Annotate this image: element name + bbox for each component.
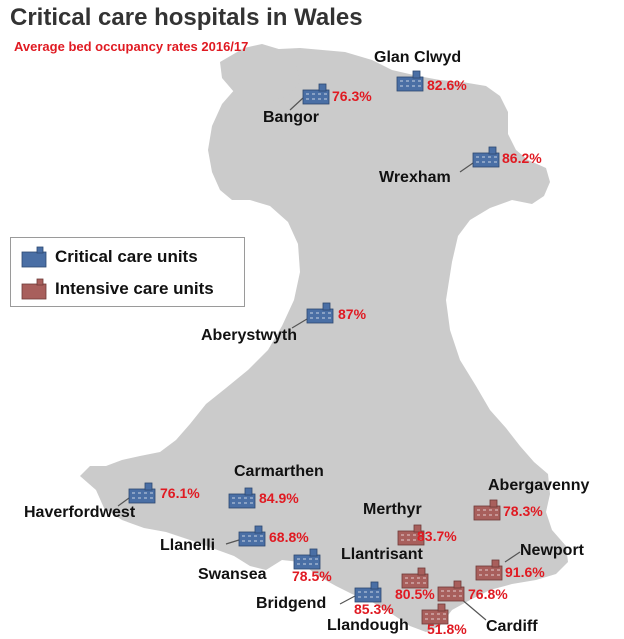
hospital-marker-llandough[interactable]: 51.8% Llandough (327, 603, 467, 637)
leader-line-llanelli (225, 539, 240, 545)
hospital-marker-haverfordwest[interactable]: 76.1% Haverfordwest (24, 482, 200, 521)
occupancy-value-llanelli: 68.8% (269, 529, 309, 545)
hospital-marker-llantrisant[interactable]: 80.5% Llantrisant (341, 546, 435, 602)
intensive-care-unit-icon (473, 499, 501, 521)
hospital-marker-newport[interactable]: 91.6% Newport (475, 542, 585, 581)
occupancy-value-bridgend: 85.3% (354, 601, 394, 617)
legend-item-critical: Critical care units (21, 246, 198, 268)
leader-line-cardiff (459, 597, 487, 621)
occupancy-value-wrexham: 86.2% (502, 150, 542, 166)
page-title: Critical care hospitals in Wales (10, 4, 363, 31)
hospital-marker-cardiff[interactable]: 76.8% Cardiff (437, 580, 538, 635)
critical-care-unit-icon (21, 246, 47, 268)
occupancy-value-aberystwyth: 87% (338, 306, 367, 322)
critical-care-unit-icon (128, 482, 156, 504)
hospital-markers: 82.6% Glan Clwyd 76.3% Bangor 86.2% Wrexham 87… (24, 49, 589, 637)
critical-care-unit-icon (302, 83, 330, 105)
hospital-marker-llanelli[interactable]: 68.8% Llanelli (160, 525, 309, 554)
hospital-name-llandough: Llandough (327, 617, 409, 634)
intensive-care-unit-icon (21, 278, 47, 300)
hospital-name-merthyr: Merthyr (363, 501, 422, 518)
hospital-marker-carmarthen[interactable]: 84.9% Carmarthen (228, 463, 324, 509)
occupancy-value-cardiff: 76.8% (468, 586, 508, 602)
hospital-name-carmarthen: Carmarthen (234, 463, 324, 480)
intensive-care-unit-icon (421, 603, 449, 625)
hospital-marker-aberystwyth[interactable]: 87% Aberystwyth (201, 302, 367, 344)
hospital-marker-glan-clwyd[interactable]: 82.6% Glan Clwyd (374, 49, 467, 93)
hospital-marker-wrexham[interactable]: 86.2% Wrexham (379, 146, 542, 186)
hospital-name-swansea: Swansea (198, 566, 267, 583)
hospital-name-bridgend: Bridgend (256, 595, 326, 612)
leader-line-wrexham (459, 162, 474, 173)
leader-line-haverfordwest (117, 497, 130, 507)
hospital-name-llanelli: Llanelli (160, 537, 215, 554)
critical-care-unit-icon (228, 487, 256, 509)
critical-care-unit-icon (238, 525, 266, 547)
hospital-name-llantrisant: Llantrisant (341, 546, 423, 563)
occupancy-value-llandough: 51.8% (427, 621, 467, 637)
hospital-name-wrexham: Wrexham (379, 169, 451, 186)
hospital-marker-merthyr[interactable]: 83.7% Merthyr (363, 501, 457, 546)
hospital-name-haverfordwest: Haverfordwest (24, 504, 136, 521)
legend-label-intensive: Intensive care units (55, 279, 214, 298)
occupancy-value-glan-clwyd: 82.6% (427, 77, 467, 93)
hospital-marker-abergavenny[interactable]: 78.3% Abergavenny (473, 477, 589, 521)
occupancy-value-swansea: 78.5% (292, 568, 332, 584)
occupancy-value-haverfordwest: 76.1% (160, 485, 200, 501)
critical-care-unit-icon (354, 581, 382, 603)
anglesey-shape (220, 44, 300, 102)
hospital-marker-bridgend[interactable]: 85.3% Bridgend (256, 581, 394, 617)
hospital-name-newport: Newport (520, 542, 585, 559)
intensive-care-unit-icon (475, 559, 503, 581)
intensive-care-unit-icon (401, 567, 429, 589)
hospital-marker-swansea[interactable]: 78.5% Swansea (198, 548, 332, 584)
leader-line-bangor (289, 97, 304, 111)
leader-line-aberystwyth (291, 318, 308, 329)
occupancy-value-bangor: 76.3% (332, 88, 372, 104)
occupancy-value-carmarthen: 84.9% (259, 490, 299, 506)
occupancy-value-abergavenny: 78.3% (503, 503, 543, 519)
legend: Critical care units Intensive care units (10, 237, 245, 307)
occupancy-value-newport: 91.6% (505, 564, 545, 580)
leader-line-newport (504, 551, 521, 563)
leader-lines (117, 97, 521, 621)
hospital-name-abergavenny: Abergavenny (488, 477, 589, 494)
critical-care-unit-icon (306, 302, 334, 324)
hospital-name-cardiff: Cardiff (486, 618, 538, 635)
occupancy-value-llantrisant: 80.5% (395, 586, 435, 602)
occupancy-value-merthyr: 83.7% (417, 528, 457, 544)
critical-care-unit-icon (293, 548, 321, 570)
hospital-name-glan-clwyd: Glan Clwyd (374, 49, 461, 66)
leader-line-bridgend (339, 595, 356, 605)
critical-care-unit-icon (472, 146, 500, 168)
legend-label-critical: Critical care units (55, 247, 198, 266)
hospital-name-bangor: Bangor (263, 109, 319, 126)
page-subtitle: Average bed occupancy rates 2016/17 (14, 39, 249, 54)
legend-item-intensive: Intensive care units (21, 278, 214, 300)
hospital-marker-bangor[interactable]: 76.3% Bangor (263, 83, 372, 126)
intensive-care-unit-icon (437, 580, 465, 602)
wales-land-shape (80, 48, 568, 632)
intensive-care-unit-icon (397, 524, 425, 546)
critical-care-unit-icon (396, 70, 424, 92)
hospital-name-aberystwyth: Aberystwyth (201, 327, 297, 344)
